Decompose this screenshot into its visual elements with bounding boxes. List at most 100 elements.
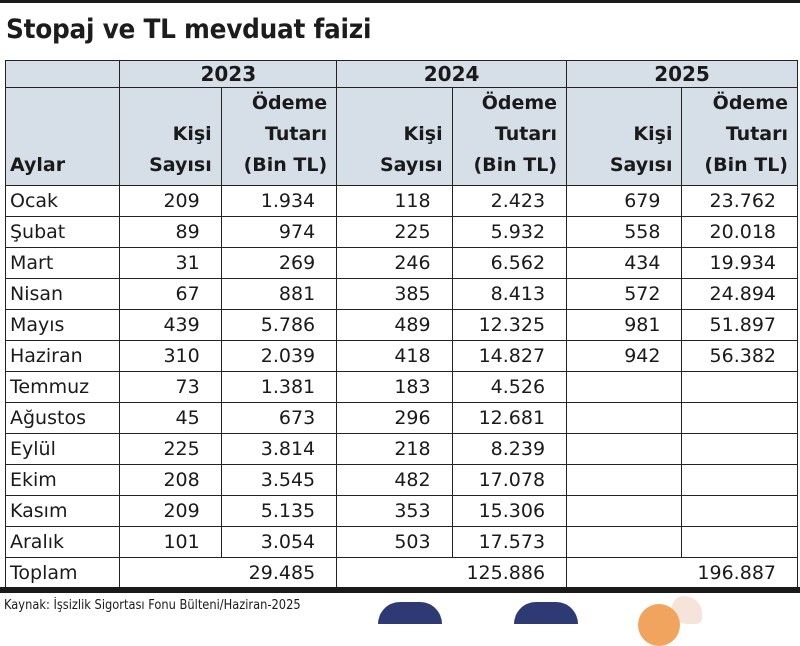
count-2025-cell: 572 xyxy=(566,278,683,310)
month-cell: Ocak xyxy=(4,185,121,217)
amount-header-2023: Ödeme Tutarı (Bin TL) xyxy=(220,87,338,186)
count-2023-cell: 225 xyxy=(119,433,222,465)
amount-2025-cell xyxy=(681,495,798,527)
count-header-2025: Kişi Sayısı xyxy=(566,87,683,186)
table-row: Aralık 101 3.054 503 17.573 xyxy=(4,526,798,558)
count-2025-cell xyxy=(566,371,683,403)
amount-2024-cell: 12.325 xyxy=(451,309,568,341)
coin-icon xyxy=(638,604,680,646)
amount-2023-cell: 5.786 xyxy=(220,309,338,341)
count-2024-cell: 418 xyxy=(336,340,453,372)
amount-2023-cell: 974 xyxy=(220,216,338,248)
count-2024-cell: 489 xyxy=(336,309,453,341)
table-row: Temmuz 73 1.381 183 4.526 xyxy=(4,371,798,403)
count-2025-cell: 558 xyxy=(566,216,683,248)
year-header-row: 2023 2024 2025 xyxy=(4,60,798,88)
top-rule xyxy=(0,0,800,3)
month-column-header: Aylar xyxy=(4,87,121,186)
amount-2024-cell: 8.413 xyxy=(451,278,568,310)
amount-header-2024: Ödeme Tutarı (Bin TL) xyxy=(451,87,568,186)
total-label: Toplam xyxy=(4,557,121,589)
total-2025-cell: 196.887 xyxy=(566,557,798,589)
amount-2025-cell: 20.018 xyxy=(681,216,798,248)
count-2023-cell: 439 xyxy=(119,309,222,341)
amount-2025-cell: 56.382 xyxy=(681,340,798,372)
month-cell: Nisan xyxy=(4,278,121,310)
count-2024-cell: 246 xyxy=(336,247,453,279)
month-cell: Temmuz xyxy=(4,371,121,403)
table-row: Eylül 225 3.814 218 8.239 xyxy=(4,433,798,465)
year-header-2024: 2024 xyxy=(336,60,568,88)
data-table: 2023 2024 2025 Aylar Kişi Sayısı Ödeme Tut… xyxy=(4,60,798,589)
count-2024-cell: 183 xyxy=(336,371,453,403)
count-2024-cell: 118 xyxy=(336,185,453,217)
amount-2024-cell: 2.423 xyxy=(451,185,568,217)
table-row: Ekim 208 3.545 482 17.078 xyxy=(4,464,798,496)
month-cell: Şubat xyxy=(4,216,121,248)
count-2025-cell xyxy=(566,433,683,465)
table-row: Ağustos 45 673 296 12.681 xyxy=(4,402,798,434)
amount-2023-cell: 1.381 xyxy=(220,371,338,403)
count-2023-cell: 310 xyxy=(119,340,222,372)
table-row: Mayıs 439 5.786 489 12.325 981 51.897 xyxy=(4,309,798,341)
count-header-2024: Kişi Sayısı xyxy=(336,87,453,186)
month-cell: Aralık xyxy=(4,526,121,558)
amount-2024-cell: 6.562 xyxy=(451,247,568,279)
count-2024-cell: 225 xyxy=(336,216,453,248)
count-2023-cell: 45 xyxy=(119,402,222,434)
total-2024-cell: 125.886 xyxy=(336,557,568,589)
amount-2023-cell: 3.545 xyxy=(220,464,338,496)
amount-2025-cell: 24.894 xyxy=(681,278,798,310)
amount-2023-cell: 881 xyxy=(220,278,338,310)
count-2023-cell: 31 xyxy=(119,247,222,279)
count-2023-cell: 209 xyxy=(119,495,222,527)
table-row: Ocak 209 1.934 118 2.423 679 23.762 xyxy=(4,185,798,217)
page-title: Stopaj ve TL mevduat faizi xyxy=(6,14,372,45)
count-2025-cell: 679 xyxy=(566,185,683,217)
count-2025-cell xyxy=(566,495,683,527)
amount-2024-cell: 14.827 xyxy=(451,340,568,372)
amount-2024-cell: 8.239 xyxy=(451,433,568,465)
amount-2023-cell: 3.054 xyxy=(220,526,338,558)
table-row: Kasım 209 5.135 353 15.306 xyxy=(4,495,798,527)
amount-2024-cell: 17.573 xyxy=(451,526,568,558)
amount-2025-cell xyxy=(681,402,798,434)
amount-2023-cell: 1.934 xyxy=(220,185,338,217)
amount-2024-cell: 5.932 xyxy=(451,216,568,248)
total-2023-cell: 29.485 xyxy=(119,557,338,589)
count-2024-cell: 353 xyxy=(336,495,453,527)
amount-2023-cell: 269 xyxy=(220,247,338,279)
bottom-rule xyxy=(0,587,800,593)
month-cell: Ağustos xyxy=(4,402,121,434)
month-cell: Mayıs xyxy=(4,309,121,341)
count-2025-cell: 942 xyxy=(566,340,683,372)
publication-logo-icon xyxy=(514,602,578,624)
count-2023-cell: 89 xyxy=(119,216,222,248)
month-cell: Haziran xyxy=(4,340,121,372)
table-row: Mart 31 269 246 6.562 434 19.934 xyxy=(4,247,798,279)
amount-2025-cell xyxy=(681,371,798,403)
count-2023-cell: 67 xyxy=(119,278,222,310)
count-2023-cell: 208 xyxy=(119,464,222,496)
amount-2023-cell: 673 xyxy=(220,402,338,434)
amount-2025-cell xyxy=(681,464,798,496)
amount-2025-cell: 19.934 xyxy=(681,247,798,279)
table-row: Nisan 67 881 385 8.413 572 24.894 xyxy=(4,278,798,310)
amount-2025-cell: 23.762 xyxy=(681,185,798,217)
amount-2023-cell: 3.814 xyxy=(220,433,338,465)
count-2025-cell: 981 xyxy=(566,309,683,341)
count-2024-cell: 482 xyxy=(336,464,453,496)
year-header-blank xyxy=(4,60,121,88)
amount-header-2025: Ödeme Tutarı (Bin TL) xyxy=(681,87,798,186)
count-2024-cell: 385 xyxy=(336,278,453,310)
count-2025-cell xyxy=(566,402,683,434)
count-2024-cell: 218 xyxy=(336,433,453,465)
total-row: Toplam 29.485 125.886 196.887 xyxy=(4,557,798,589)
amount-2025-cell xyxy=(681,433,798,465)
month-cell: Kasım xyxy=(4,495,121,527)
count-2024-cell: 296 xyxy=(336,402,453,434)
amount-2024-cell: 17.078 xyxy=(451,464,568,496)
year-header-2025: 2025 xyxy=(566,60,798,88)
amount-2024-cell: 15.306 xyxy=(451,495,568,527)
count-2023-cell: 209 xyxy=(119,185,222,217)
